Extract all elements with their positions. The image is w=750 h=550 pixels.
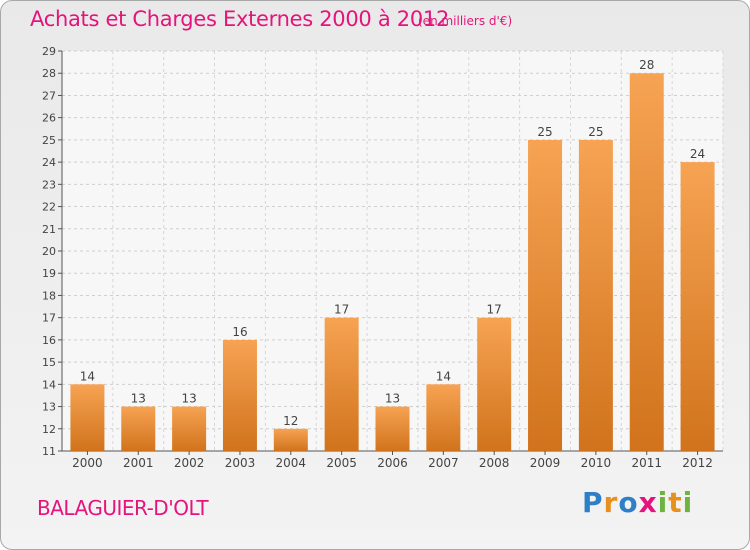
bar-2012	[680, 162, 715, 451]
y-tick-label: 20	[42, 245, 56, 258]
bar-2010	[578, 139, 613, 451]
data-label: 14	[80, 369, 95, 383]
logo-letter: x	[638, 486, 658, 519]
labels: 14 2000 13 2001 13 2002 16 2003 12 2004 17 2005 13 20…	[72, 58, 713, 470]
bar-2002	[172, 406, 207, 451]
x-tick-label: 2011	[631, 456, 662, 470]
x-tick-label: 2001	[123, 456, 154, 470]
x-tick-label: 2005	[326, 456, 357, 470]
data-label: 16	[232, 325, 247, 339]
y-tick-label: 15	[42, 356, 56, 369]
x-tick-label: 2010	[581, 456, 612, 470]
bar-2005	[324, 317, 359, 451]
y-tick-label: 17	[42, 312, 56, 325]
logo-letter: i	[682, 486, 694, 519]
data-label: 12	[283, 414, 298, 428]
x-tick-label: 2006	[377, 456, 408, 470]
data-label: 17	[334, 303, 349, 317]
y-tick-label: 25	[42, 134, 56, 147]
y-tick-label: 14	[42, 378, 56, 391]
y-tick-label: 13	[42, 401, 56, 414]
logo-letter: i	[657, 486, 669, 519]
y-tick-label: 12	[42, 423, 56, 436]
commune-name: BALAGUIER-D'OLT	[37, 496, 209, 520]
x-tick-label: 2009	[530, 456, 561, 470]
logo-letter: r	[603, 486, 619, 519]
y-tick-label: 21	[42, 223, 56, 236]
y-tick-label: 23	[42, 178, 56, 191]
y-tick-label: 16	[42, 334, 56, 347]
x-tick-label: 2007	[428, 456, 459, 470]
data-label: 28	[639, 58, 654, 72]
gridlines	[61, 50, 724, 452]
bar-2000	[70, 384, 105, 451]
proxiti-logo: Proxiti	[582, 486, 693, 519]
x-tick-label: 2012	[682, 456, 713, 470]
x-tick-label: 2008	[479, 456, 510, 470]
x-tick-label: 2000	[72, 456, 103, 470]
x-tick-label: 2004	[276, 456, 307, 470]
data-label: 14	[436, 369, 451, 383]
bar-2011	[629, 73, 664, 451]
logo-letter: P	[582, 486, 604, 519]
logo-letter: o	[618, 486, 639, 519]
bar-2009	[528, 139, 563, 451]
y-tick-label: 24	[42, 156, 56, 169]
x-tick-label: 2003	[225, 456, 256, 470]
y-tick-label: 22	[42, 201, 56, 214]
y-tick-label: 11	[42, 445, 56, 458]
unit-note: (en milliers d'€)	[418, 14, 513, 28]
bar-2001	[121, 406, 156, 451]
y-tick-label: 26	[42, 112, 56, 125]
y-tick-label: 19	[42, 267, 56, 280]
data-label: 17	[487, 303, 502, 317]
logo-letter: t	[668, 486, 683, 519]
data-label: 13	[181, 392, 196, 406]
bar-2008	[477, 317, 512, 451]
data-label: 25	[537, 125, 552, 139]
y-tick-label: 27	[42, 89, 56, 102]
x-tick-label: 2002	[174, 456, 205, 470]
bar-2004	[273, 428, 308, 451]
chart-title: Achats et Charges Externes 2000 à 2012	[30, 7, 450, 31]
data-label: 24	[690, 147, 705, 161]
bar-2006	[375, 406, 410, 451]
bar-2007	[426, 384, 461, 451]
data-label: 25	[588, 125, 603, 139]
y-tick-label: 29	[42, 45, 56, 58]
y-tick-label: 28	[42, 67, 56, 80]
bar-2003	[222, 339, 257, 451]
data-label: 13	[131, 392, 146, 406]
data-label: 13	[385, 392, 400, 406]
bars	[70, 73, 715, 451]
y-tick-label: 18	[42, 289, 56, 302]
